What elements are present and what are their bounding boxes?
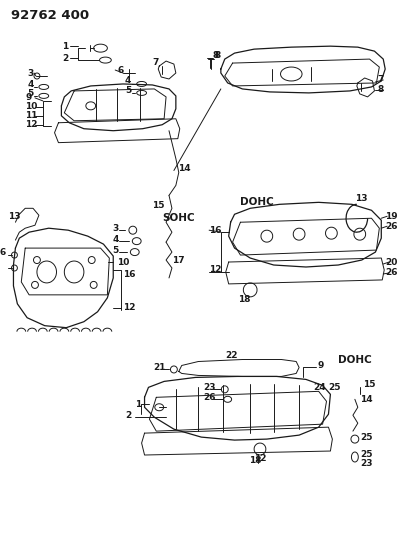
Text: 12: 12 [209, 265, 222, 274]
Text: 18: 18 [249, 456, 262, 465]
Text: 9: 9 [318, 361, 324, 370]
Text: 4: 4 [125, 76, 131, 85]
Text: 2: 2 [62, 54, 69, 62]
Text: 17: 17 [172, 255, 185, 264]
Text: 1: 1 [62, 42, 69, 51]
Text: 25: 25 [360, 449, 372, 458]
Text: 16: 16 [123, 270, 135, 279]
Text: 26: 26 [385, 222, 398, 231]
Text: DOHC: DOHC [338, 354, 372, 365]
Text: 11: 11 [25, 111, 38, 120]
Text: 8: 8 [212, 51, 218, 60]
Text: 4: 4 [112, 235, 119, 244]
Text: 92762 400: 92762 400 [10, 9, 89, 22]
Text: 24: 24 [313, 383, 325, 392]
Text: 1: 1 [135, 400, 141, 409]
Text: 10: 10 [25, 102, 38, 111]
Text: 26: 26 [203, 393, 216, 402]
Text: DOHC: DOHC [240, 197, 274, 207]
Text: 5: 5 [125, 86, 131, 95]
Text: 5: 5 [112, 246, 119, 255]
Text: 25: 25 [328, 383, 341, 392]
Text: SOHC: SOHC [162, 213, 195, 223]
Text: 2: 2 [125, 411, 131, 419]
Text: 23: 23 [360, 459, 372, 469]
Text: 26: 26 [385, 269, 398, 278]
Text: 13: 13 [7, 212, 20, 221]
Text: 7: 7 [377, 76, 384, 84]
Text: 14: 14 [178, 164, 190, 173]
Text: 12: 12 [254, 455, 267, 464]
Text: 3: 3 [112, 224, 119, 233]
Text: 8: 8 [377, 85, 384, 94]
Text: 15: 15 [152, 201, 165, 210]
Text: 23: 23 [203, 383, 216, 392]
Text: 3: 3 [27, 69, 33, 77]
Text: 21: 21 [153, 363, 166, 372]
Text: 4: 4 [27, 80, 33, 90]
Text: 6: 6 [117, 66, 123, 75]
Text: 12: 12 [123, 303, 135, 312]
Text: 14: 14 [360, 395, 373, 404]
Text: 16: 16 [209, 225, 222, 235]
Text: 9: 9 [25, 93, 31, 102]
Text: 19: 19 [385, 212, 398, 221]
Text: 15: 15 [363, 380, 375, 389]
Text: 25: 25 [360, 433, 372, 442]
Text: 10: 10 [117, 257, 130, 266]
Text: 18: 18 [238, 295, 251, 304]
Text: 5: 5 [27, 90, 33, 99]
Text: 20: 20 [385, 257, 398, 266]
Text: 12: 12 [25, 120, 38, 129]
Text: 13: 13 [355, 194, 368, 203]
Text: 7: 7 [152, 58, 159, 67]
Text: 22: 22 [225, 351, 237, 360]
Text: 6: 6 [0, 247, 6, 256]
Text: 8: 8 [214, 51, 220, 60]
